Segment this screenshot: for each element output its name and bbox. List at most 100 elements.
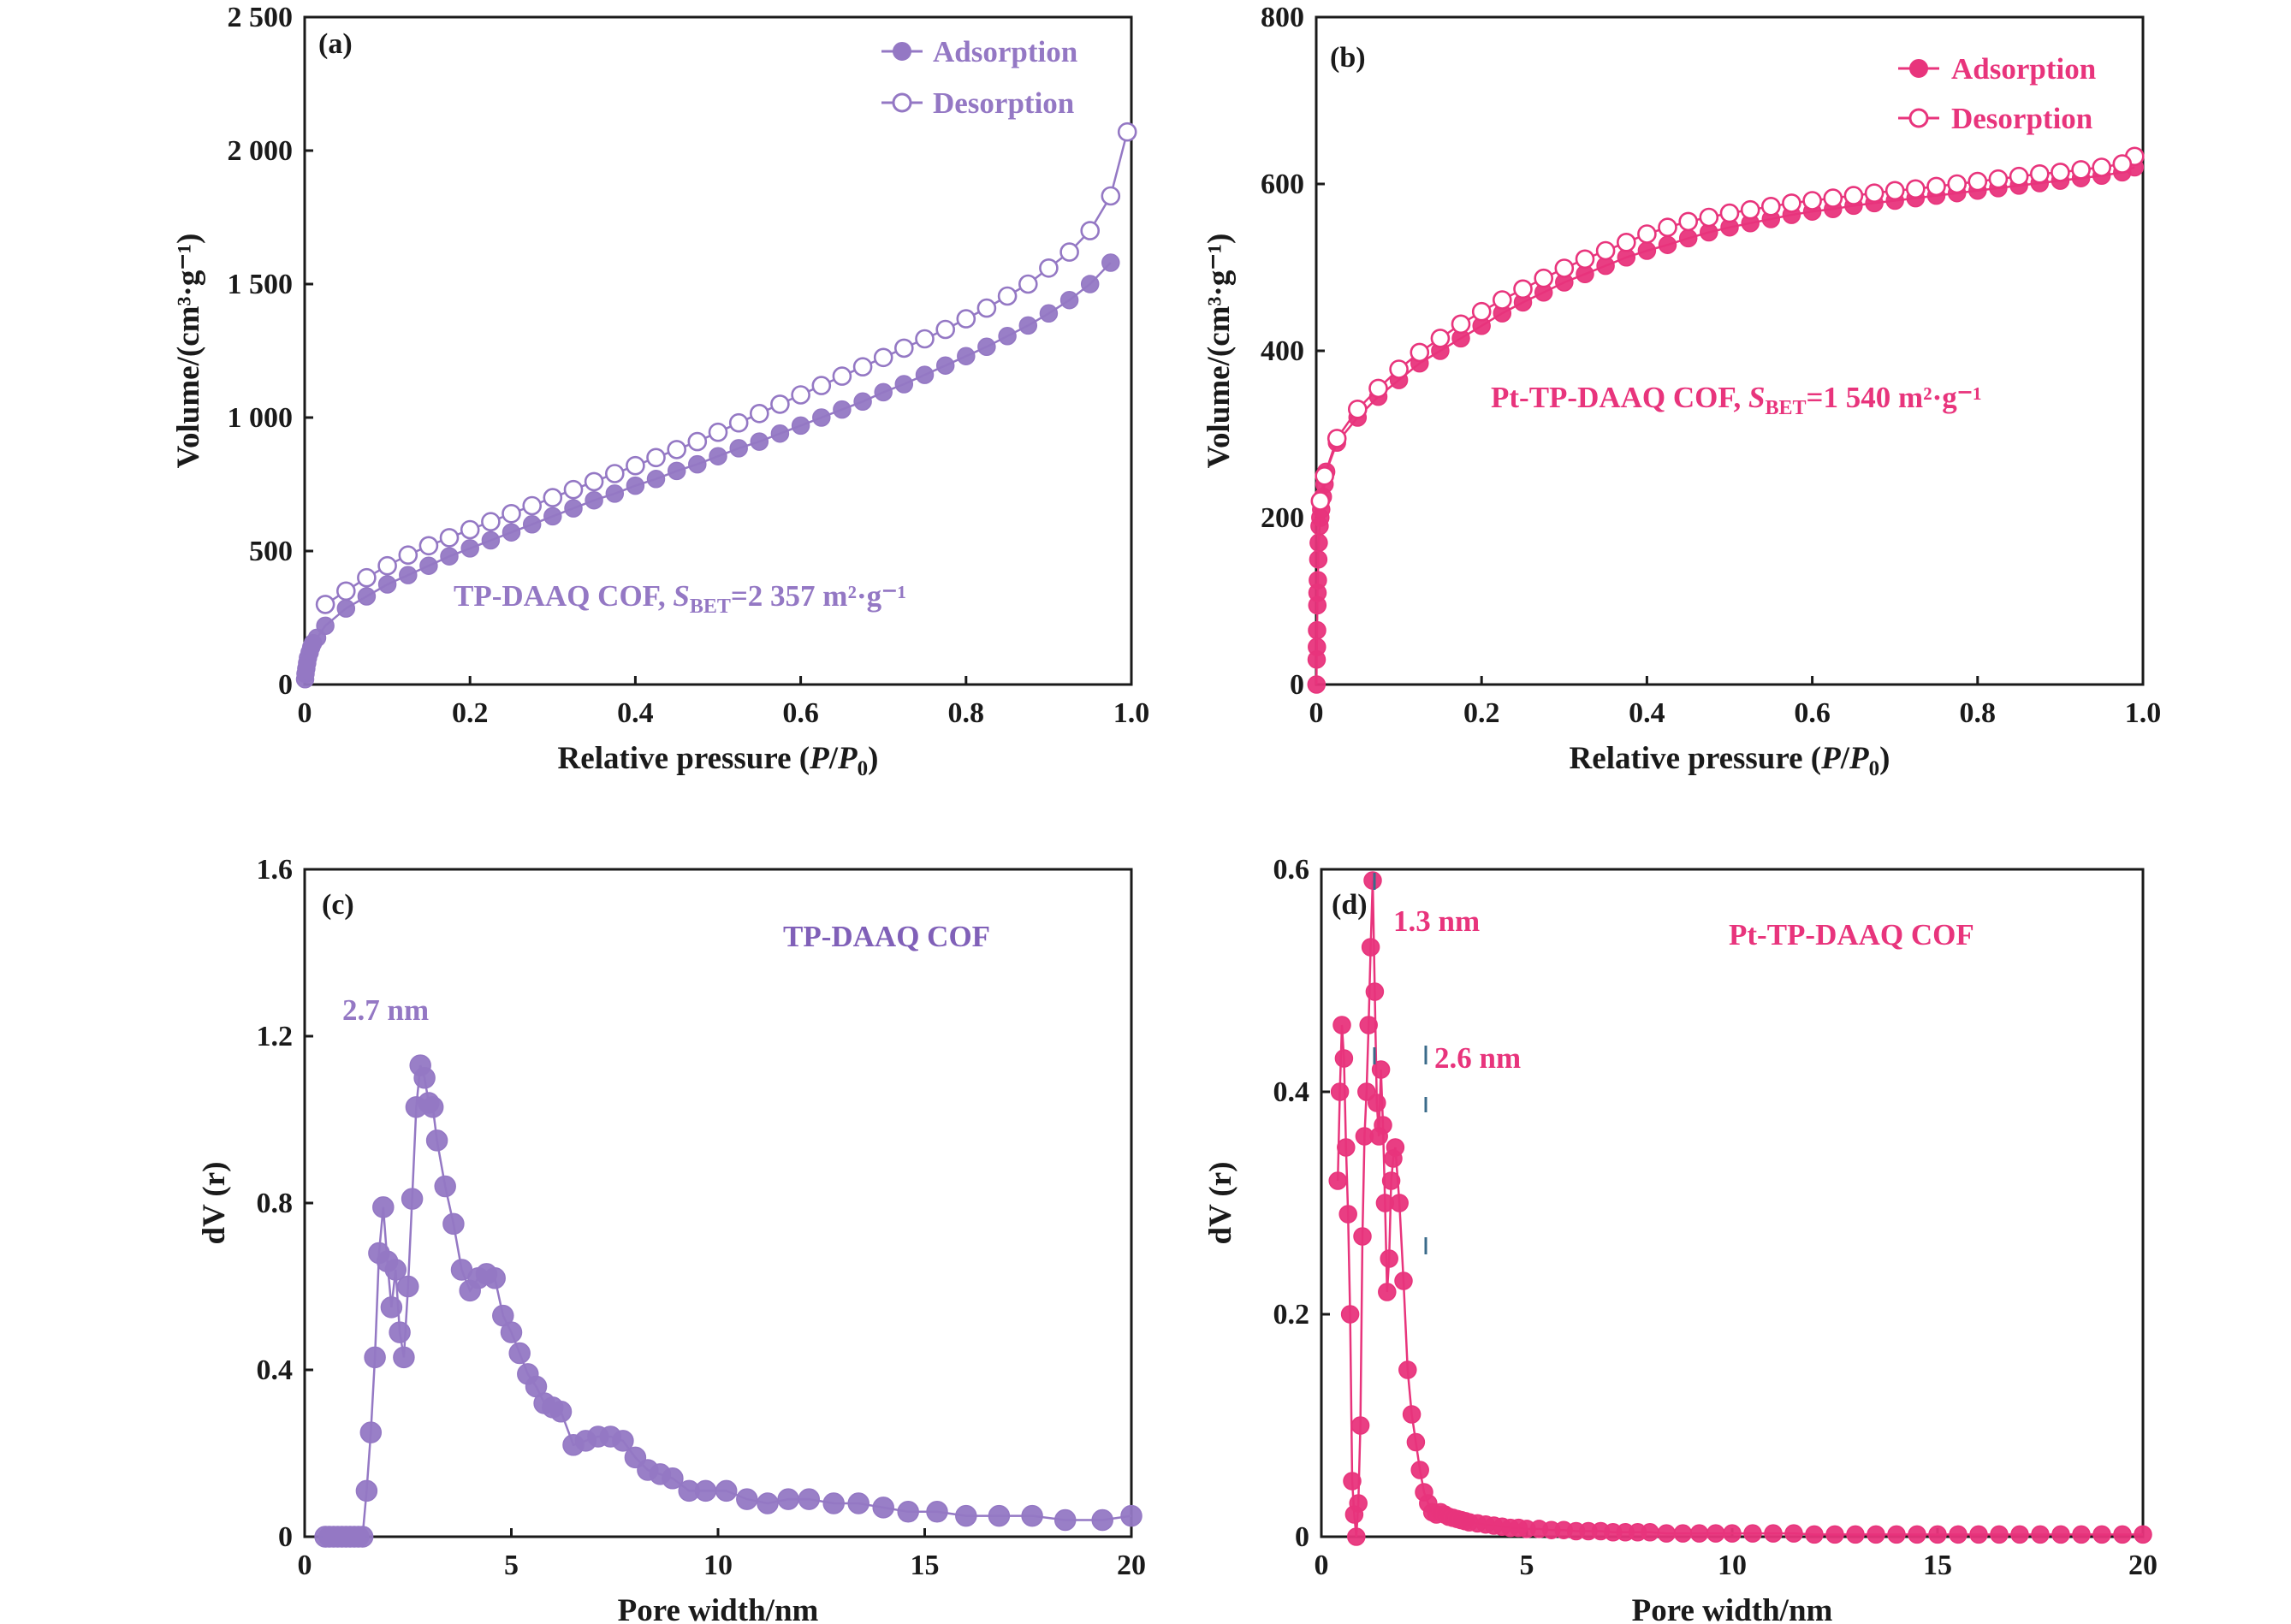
peak-label-d-2: 2.6 nm — [1434, 1041, 1521, 1075]
data-point — [1410, 342, 1430, 363]
data-point — [1949, 1525, 1968, 1544]
data-point — [1338, 1205, 1357, 1224]
y-axis-label-c: dV (r) — [197, 1162, 232, 1245]
plot-frame-a — [303, 15, 1133, 686]
data-point — [1343, 1472, 1362, 1491]
data-point — [419, 556, 438, 575]
data-point — [1120, 1504, 1143, 1527]
y-ticks-c: 0 0.4 0.8 1.2 1.6 — [257, 854, 313, 1553]
data-point — [1091, 1508, 1113, 1532]
data-point — [1805, 1525, 1824, 1544]
data-point — [749, 403, 769, 424]
y-axis-label-b: Volume/(cm³·g⁻¹) — [1202, 234, 1237, 469]
data-point — [1617, 232, 1636, 252]
data-point — [398, 545, 418, 566]
x-tick-label: 20 — [1117, 1550, 1146, 1581]
data-point — [1309, 571, 1327, 590]
data-marks-c — [314, 1054, 1143, 1548]
data-point — [688, 454, 707, 474]
panel-label-c: (c) — [322, 889, 354, 921]
data-point — [1637, 224, 1657, 244]
data-point — [1988, 169, 2009, 189]
data-point — [1867, 1525, 1885, 1544]
data-point — [1884, 181, 1905, 201]
data-point — [1843, 186, 1864, 205]
data-point — [357, 567, 377, 588]
data-point — [563, 479, 584, 500]
y-tick-label: 400 — [1261, 335, 1304, 367]
data-point — [1039, 258, 1059, 278]
data-point — [1310, 491, 1331, 511]
x-tick-label: 0.2 — [1463, 697, 1500, 729]
data-point — [1394, 1271, 1413, 1290]
data-point — [1039, 304, 1059, 323]
data-point — [1410, 1461, 1429, 1479]
data-point — [377, 575, 397, 594]
data-point — [1678, 211, 1698, 232]
y-axis-label-a: Volume/(cm³·g⁻¹) — [171, 234, 206, 469]
y-ticks-b: 0 200 400 600 800 — [1261, 2, 1325, 701]
legend-marker-adsorption-a — [893, 42, 911, 61]
data-point — [1386, 1138, 1405, 1157]
data-point — [646, 470, 666, 489]
data-marks-a — [295, 122, 1137, 689]
y-tick-label: 1 000 — [228, 402, 294, 434]
data-point — [389, 1321, 411, 1343]
data-point — [872, 1497, 894, 1519]
data-point — [439, 528, 460, 548]
panel-d: 0 0.2 0.4 0.6 0 5 10 15 20 (d) Pt-TP-DAAQ COF 1… — [1203, 854, 2157, 1624]
data-point — [1018, 316, 1038, 335]
peak-label-c: 2.7 nm — [342, 993, 429, 1027]
data-point — [413, 1067, 436, 1089]
data-point — [421, 1096, 444, 1118]
data-point — [543, 488, 563, 507]
data-point — [2009, 166, 2029, 187]
x-tick-label: 1.0 — [1113, 697, 1150, 729]
data-marks-d — [1328, 871, 2152, 1546]
data-marks-b — [1307, 146, 2145, 694]
data-point — [2092, 157, 2111, 177]
data-point — [955, 1504, 977, 1527]
data-point — [384, 1259, 407, 1281]
data-point — [715, 1479, 738, 1502]
data-point — [1990, 1525, 2009, 1544]
data-point — [662, 1467, 684, 1490]
data-point — [729, 439, 748, 458]
data-point — [1406, 1432, 1426, 1452]
annotation-b: Pt-TP-DAAQ COF, SBET=1 540 m²·g⁻¹ — [1491, 381, 1982, 419]
data-point — [750, 432, 769, 451]
data-point — [853, 392, 872, 412]
data-point — [502, 503, 521, 524]
x-ticks-c: 0 5 10 15 20 — [298, 1528, 1146, 1581]
data-point — [1018, 274, 1038, 294]
legend-marker-desorption-a — [892, 92, 912, 113]
data-point — [1743, 1524, 1762, 1543]
data-point — [1378, 1283, 1397, 1301]
data-point — [1430, 329, 1451, 348]
data-point — [812, 408, 831, 427]
data-point — [1678, 228, 1698, 248]
data-point — [847, 1492, 870, 1514]
y-tick-label: 1 500 — [228, 269, 294, 300]
data-point — [1471, 301, 1492, 322]
data-point — [915, 329, 935, 349]
data-point — [1657, 1524, 1676, 1543]
data-point — [2030, 164, 2050, 184]
data-point — [1673, 1524, 1693, 1543]
data-point — [380, 1296, 403, 1319]
data-point — [1740, 199, 1760, 220]
data-point — [957, 347, 976, 365]
data-point — [709, 447, 727, 465]
legend-marker-desorption-b — [1908, 108, 1929, 128]
data-point — [1723, 1524, 1742, 1543]
data-point — [1380, 1249, 1398, 1268]
data-point — [1658, 217, 1677, 238]
y-tick-label: 0.2 — [1273, 1299, 1310, 1331]
data-point — [522, 495, 543, 516]
data-point — [1641, 1523, 1659, 1542]
data-point — [791, 416, 810, 436]
y-tick-label: 0.6 — [1273, 854, 1310, 886]
data-point — [481, 530, 501, 550]
data-point — [1080, 221, 1100, 240]
